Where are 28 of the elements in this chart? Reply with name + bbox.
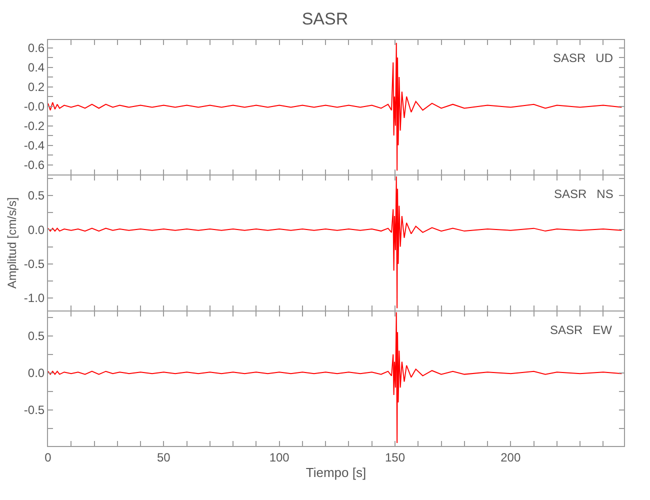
annotation: SASR NS: [554, 187, 614, 201]
x-tick-label: 150: [384, 450, 406, 464]
y-tick-label: -0.5: [24, 402, 45, 417]
line-series: [48, 42, 622, 172]
line-series: [48, 312, 622, 444]
y-tick-label: 0.2: [28, 80, 45, 94]
x-tick-label: 50: [156, 450, 171, 464]
y-tick-label: 0.0: [28, 222, 45, 237]
y-tick-label: -0.4: [24, 138, 45, 152]
y-tick-label: 0.4: [28, 60, 45, 74]
chart-title: SASR: [302, 9, 348, 28]
x-tick-label: 100: [269, 450, 290, 464]
line-series: [48, 176, 622, 309]
y-tick-label: -0.0: [24, 99, 45, 114]
y-tick-label: -1.0: [24, 291, 45, 306]
y-axis-title: Amplitud [cm/s/s]: [5, 197, 20, 289]
x-tick-label: 200: [500, 450, 521, 464]
y-tick-label: 0.5: [28, 188, 45, 203]
y-tick-label: -0.5: [24, 257, 45, 272]
y-tick-label: 0.5: [28, 329, 45, 344]
annotation: SASR EW: [550, 323, 613, 337]
y-tick-label: -0.6: [24, 158, 45, 172]
y-tick-label: 0.0: [28, 366, 45, 380]
annotation: SASR UD: [553, 51, 614, 65]
y-tick-label: 0.6: [28, 41, 45, 55]
y-tick-label: -0.2: [24, 118, 45, 133]
x-tick-label: 0: [44, 450, 52, 464]
x-axis-title: Tiempo [s]: [306, 465, 366, 480]
